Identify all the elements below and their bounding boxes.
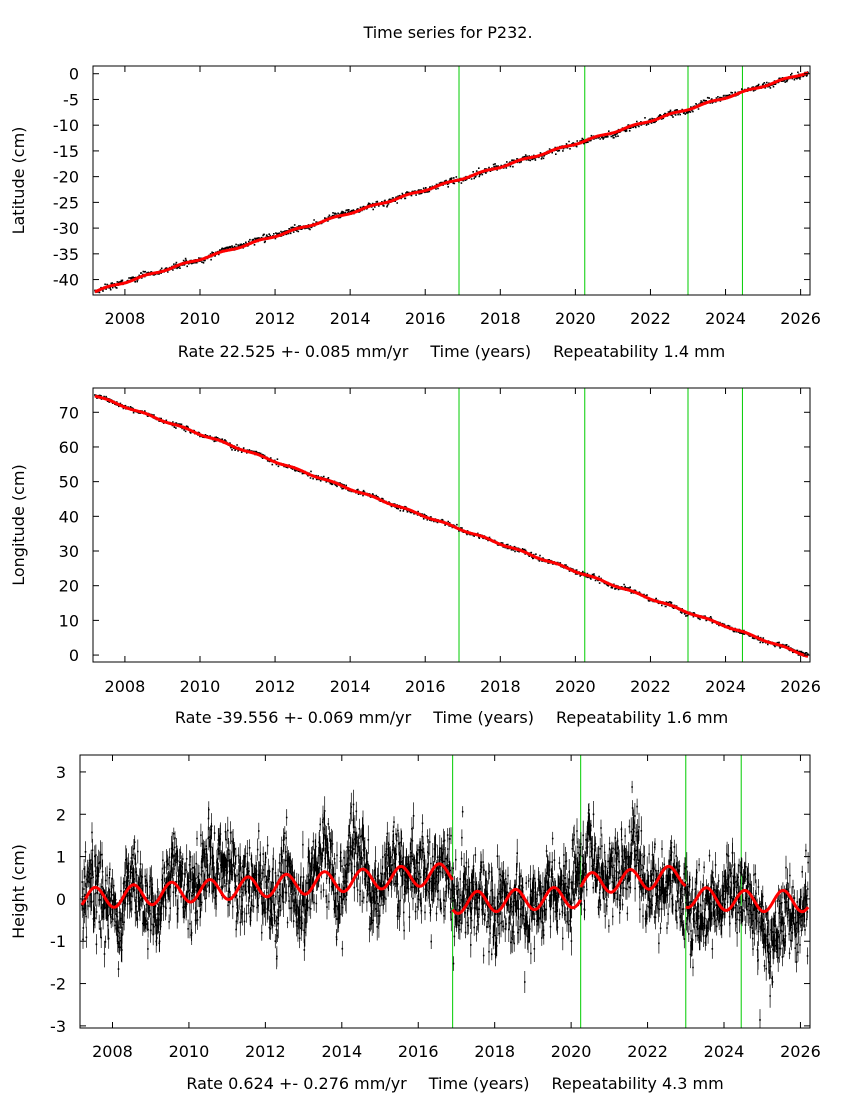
rate-text: Rate -39.556 +- 0.069 mm/yr <box>175 708 412 727</box>
x-tick-label: 2008 <box>92 1042 133 1061</box>
model-curve <box>94 394 809 658</box>
model-curve <box>579 864 687 894</box>
y-tick-label: 0 <box>69 646 79 665</box>
longitude-caption: Rate -39.556 +- 0.069 mm/yr Time (years) R… <box>175 708 728 727</box>
y-tick-label: 20 <box>59 577 79 596</box>
x-tick-label: 2012 <box>245 1042 286 1061</box>
y-tick-label: -3 <box>50 1017 66 1036</box>
x-tick-label: 2014 <box>321 1042 362 1061</box>
x-tick-label: 2022 <box>627 1042 668 1061</box>
x-tick-label: 2014 <box>330 309 371 328</box>
height-observations <box>81 780 809 1028</box>
y-tick-label: 1 <box>56 848 66 867</box>
repeatability-text: Repeatability 1.6 mm <box>556 708 728 727</box>
model-curve <box>685 886 743 912</box>
height-data-points <box>81 786 809 1021</box>
x-tick-label: 2018 <box>480 309 521 328</box>
y-tick-label: 0 <box>69 65 79 84</box>
x-tick-label: 2020 <box>551 1042 592 1061</box>
rate-text: Rate 22.525 +- 0.085 mm/yr <box>178 342 409 361</box>
model-curve <box>94 71 809 294</box>
y-tick-label: -5 <box>63 90 79 109</box>
x-tick-label: 2020 <box>555 309 596 328</box>
x-tick-label: 2008 <box>105 309 146 328</box>
longitude-plot-frame <box>92 387 811 663</box>
longitude-y-axis-label: Longitude (cm) <box>9 464 28 586</box>
y-tick-label: 2 <box>56 805 66 824</box>
y-tick-label: 40 <box>59 507 79 526</box>
x-tick-label: 2016 <box>405 677 446 696</box>
model-curve <box>451 885 582 915</box>
x-axis-label: Time (years) <box>432 708 534 727</box>
x-tick-label: 2026 <box>780 1042 821 1061</box>
latitude-model <box>94 71 809 294</box>
longitude-model <box>94 394 809 658</box>
figure-title: Time series for P232. <box>362 23 532 42</box>
y-tick-label: 3 <box>56 763 66 782</box>
x-tick-label: 2010 <box>169 1042 210 1061</box>
height-caption: Rate 0.624 +- 0.276 mm/yr Time (years) Rep… <box>186 1074 723 1093</box>
y-tick-label: 0 <box>56 890 66 909</box>
x-tick-label: 2014 <box>330 677 371 696</box>
height-y-axis-label: Height (cm) <box>9 844 28 939</box>
x-tick-label: 2018 <box>480 677 521 696</box>
model-curve <box>80 862 454 909</box>
x-tick-label: 2018 <box>474 1042 515 1061</box>
model-curve <box>740 888 810 914</box>
repeatability-text: Repeatability 4.3 mm <box>552 1074 724 1093</box>
y-tick-label: -15 <box>53 142 79 161</box>
y-tick-label: 70 <box>59 403 79 422</box>
height-plot-frame <box>79 754 811 1029</box>
y-tick-label: -20 <box>53 168 79 187</box>
y-tick-label: 50 <box>59 473 79 492</box>
x-tick-label: 2024 <box>705 309 746 328</box>
x-tick-label: 2016 <box>398 1042 439 1061</box>
x-tick-label: 2024 <box>705 677 746 696</box>
y-tick-label: -10 <box>53 116 79 135</box>
x-tick-label: 2012 <box>255 309 296 328</box>
x-tick-label: 2020 <box>555 677 596 696</box>
x-tick-label: 2008 <box>105 677 146 696</box>
latitude-caption: Rate 22.525 +- 0.085 mm/yr Time (years) Re… <box>178 342 726 361</box>
x-tick-label: 2026 <box>780 309 821 328</box>
y-tick-label: 30 <box>59 542 79 561</box>
y-tick-label: 60 <box>59 438 79 457</box>
y-tick-label: -35 <box>53 245 79 264</box>
x-tick-label: 2022 <box>630 677 671 696</box>
y-tick-label: -2 <box>50 975 66 994</box>
y-tick-label: -25 <box>53 193 79 212</box>
y-tick-label: -30 <box>53 219 79 238</box>
x-axis-label: Time (years) <box>428 1074 530 1093</box>
longitude-panel: 2008 2010 2012 2014 2016 2018 2020 2022 2024 2026… <box>9 387 821 727</box>
latitude-plot-frame <box>92 65 811 296</box>
height-panel: 2008 2010 2012 2014 2016 2018 2020 2022 2024 2026… <box>9 754 821 1093</box>
y-tick-label: 10 <box>59 611 79 630</box>
x-tick-label: 2022 <box>630 309 671 328</box>
x-tick-label: 2010 <box>180 677 221 696</box>
x-tick-label: 2010 <box>180 309 221 328</box>
x-tick-label: 2012 <box>255 677 296 696</box>
x-tick-label: 2026 <box>780 677 821 696</box>
repeatability-text: Repeatability 1.4 mm <box>553 342 725 361</box>
x-tick-label: 2016 <box>405 309 446 328</box>
rate-text: Rate 0.624 +- 0.276 mm/yr <box>186 1074 407 1093</box>
x-axis-label: Time (years) <box>429 342 531 361</box>
latitude-panel: 2008 2010 2012 2014 2016 2018 2020 2022 2024 2026… <box>9 65 821 361</box>
latitude-y-axis-label: Latitude (cm) <box>9 127 28 235</box>
x-tick-label: 2024 <box>704 1042 745 1061</box>
y-tick-label: -40 <box>53 271 79 290</box>
y-tick-label: -1 <box>50 932 66 951</box>
height-model <box>80 862 810 915</box>
